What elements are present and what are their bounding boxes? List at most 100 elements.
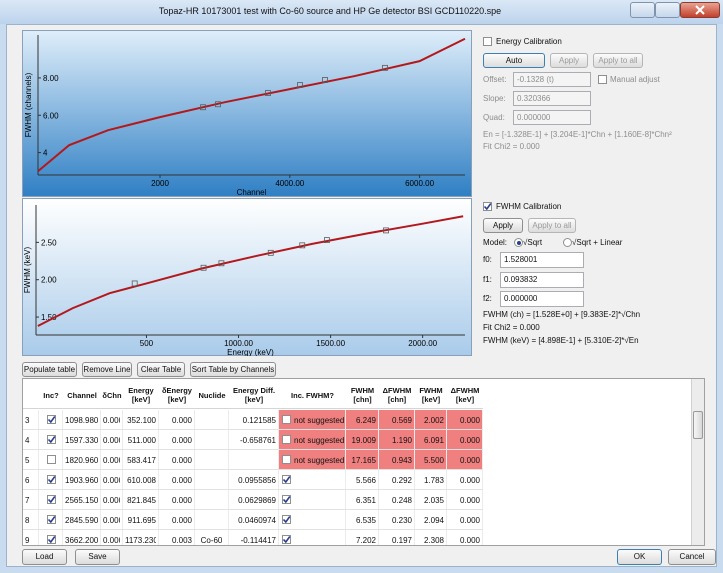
checkbox[interactable] <box>46 435 56 444</box>
table-cell: 0.0629869 <box>229 490 279 509</box>
toolbar-button[interactable]: Sort Table by Channels <box>190 362 276 377</box>
table-cell: 7.202 <box>346 530 379 545</box>
cell-text: 0.000 <box>103 476 120 485</box>
x-tick-label: 4000.00 <box>275 179 304 188</box>
check-mark <box>47 416 55 424</box>
scrollbar[interactable] <box>691 379 704 545</box>
field-label: Model: <box>483 238 508 247</box>
check-mark <box>282 476 291 484</box>
toolbar-button[interactable]: Populate table <box>22 362 77 377</box>
checkbox[interactable] <box>282 455 291 464</box>
toolbar-button[interactable]: Remove Line <box>82 362 132 377</box>
table-cell <box>39 430 63 449</box>
checkbox[interactable] <box>282 475 291 484</box>
checkbox[interactable] <box>598 75 607 84</box>
radio-label: √Sqrt <box>523 238 543 247</box>
check-path <box>47 476 55 484</box>
checkbox[interactable] <box>282 415 291 424</box>
y-axis-label: FWHM (channels) <box>24 72 33 137</box>
checkbox[interactable] <box>483 202 492 211</box>
table-cell <box>279 530 346 545</box>
checkbox[interactable] <box>46 455 56 464</box>
button[interactable]: Apply to all <box>593 53 643 68</box>
checkbox[interactable] <box>282 495 291 504</box>
cell-text: 9 <box>25 536 30 545</box>
button[interactable]: Auto <box>483 53 545 68</box>
scrollbar-thumb[interactable] <box>693 411 703 439</box>
cell-text: 8 <box>25 516 30 525</box>
check-path <box>282 536 291 544</box>
cell-text: 0.003 <box>171 536 192 545</box>
radio-button[interactable] <box>514 238 523 247</box>
checkbox[interactable] <box>46 515 56 524</box>
text-input[interactable]: 0.000000 <box>513 110 591 125</box>
minimize-button[interactable] <box>630 2 655 18</box>
cell-text: 0.000 <box>459 476 480 485</box>
table-cell: 0.000 <box>101 510 123 529</box>
plot-background <box>22 30 472 197</box>
cell-text: 5 <box>25 456 30 465</box>
table-cell <box>195 510 229 529</box>
close-button[interactable] <box>680 2 720 18</box>
table-cell: 17.165 <box>346 450 379 469</box>
table-cell: 5.566 <box>346 470 379 489</box>
check-path <box>282 476 291 484</box>
checkbox[interactable] <box>282 515 291 524</box>
button[interactable]: Apply to all <box>528 218 576 233</box>
cell-text: 1903.960 <box>65 476 98 485</box>
check-mark <box>47 536 55 544</box>
table-cell: Co-60 <box>195 530 229 545</box>
cell-text: 0.000 <box>459 536 480 545</box>
checkbox[interactable] <box>483 37 492 46</box>
table-cell <box>39 490 63 509</box>
table-cell: 1597.330 <box>63 430 101 449</box>
section-label: Energy Calibration <box>496 37 562 46</box>
table-cell: 2565.150 <box>63 490 101 509</box>
radio-button[interactable] <box>563 238 572 247</box>
text-input[interactable]: 0.000000 <box>500 291 584 307</box>
text-input[interactable]: 0.093832 <box>500 272 584 288</box>
footer-button[interactable]: Save <box>75 549 120 565</box>
cell-note: not suggested <box>294 456 345 465</box>
maximize-button[interactable] <box>655 2 680 18</box>
cell-text: 1173.230 <box>125 536 156 545</box>
table-cell: 6.535 <box>346 510 379 529</box>
button[interactable]: Apply <box>550 53 588 68</box>
column-header: FWHM [chn] <box>350 386 375 404</box>
cell-text: 19.009 <box>351 436 376 445</box>
toolbar-button[interactable]: Clear Table <box>137 362 185 377</box>
table-cell: 0.000 <box>101 490 123 509</box>
text-input[interactable]: 0.320366 <box>513 91 591 106</box>
cell-text: 0.000 <box>459 496 480 505</box>
checkbox[interactable] <box>46 415 56 424</box>
footer-button[interactable]: OK <box>617 549 662 565</box>
formula: En = [-1.328E-1] + [3.204E-1]*Chn + [1.1… <box>483 130 672 139</box>
table-cell: 0.000 <box>159 410 195 429</box>
table-cell <box>39 450 63 469</box>
column-header: ΔFWHM [keV] <box>450 386 480 404</box>
radio-label: √Sqrt + Linear <box>572 238 623 247</box>
checkbox[interactable] <box>46 495 56 504</box>
plot-background <box>22 198 472 356</box>
cell-text: 0.000 <box>459 516 480 525</box>
text-input[interactable]: 1.528001 <box>500 252 584 268</box>
cell-text: 5.566 <box>355 476 376 485</box>
table-cell: 0.000 <box>447 490 483 509</box>
table-cell: 0.0955856 <box>229 470 279 489</box>
table-cell <box>39 530 63 545</box>
footer-button[interactable]: Cancel <box>668 549 716 565</box>
checkbox[interactable] <box>46 535 56 544</box>
table-cell: 2.002 <box>415 410 447 429</box>
text-input[interactable]: -0.1328 (t) <box>513 72 591 87</box>
cell-text: 1.783 <box>423 476 444 485</box>
button[interactable]: Apply <box>483 218 523 233</box>
checkbox[interactable] <box>46 475 56 484</box>
checkbox[interactable] <box>282 435 291 444</box>
table-row: 9 3662.200 0.000 1173.230 0.003 Co-60 -0.11441… <box>23 530 483 545</box>
checkbox[interactable] <box>282 535 291 544</box>
table-cell: 1098.980 <box>63 410 101 429</box>
cell-text: 2.002 <box>423 416 444 425</box>
footer-button[interactable]: Load <box>22 549 67 565</box>
cell-text: 0.230 <box>391 516 412 525</box>
check-path <box>282 516 291 524</box>
